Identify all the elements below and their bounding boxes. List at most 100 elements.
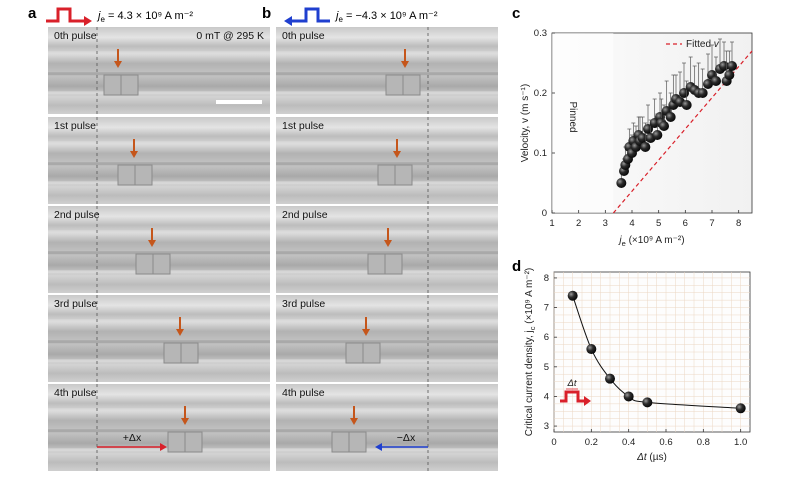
frame-a-2 [48, 206, 270, 293]
data-point [724, 70, 735, 80]
y-tick-label: 5 [544, 362, 549, 373]
pulse-label: 4th pulse [54, 387, 97, 399]
x-tick-label: 1 [549, 218, 554, 229]
data-point [665, 112, 676, 122]
y-tick-label: 0.3 [534, 28, 547, 39]
chart-c: Pinned 1 2 3 4 5 6 7 8 0 0.1 0.2 0.3 je (×10⁹ A m⁻²) V… [520, 28, 753, 248]
x-tick-label: 0.6 [659, 437, 672, 448]
x-tick-label: 0.4 [622, 437, 635, 448]
y-tick-label: 4 [544, 391, 549, 402]
domain-arrow-head-icon [362, 329, 370, 336]
y-tick-label: 8 [544, 273, 549, 284]
frame-stripe [48, 91, 270, 95]
domain-arrow-head-icon [114, 61, 122, 68]
data-point [681, 100, 692, 110]
domain-arrow-head-icon [350, 418, 358, 425]
frame-stripe [48, 359, 270, 363]
x-tick-label: 5 [656, 218, 661, 229]
frame-stripe [276, 72, 498, 76]
y-axis-label: Velocity, v (m s⁻¹) [520, 84, 531, 162]
data-point [640, 142, 651, 152]
frame-a-0 [48, 27, 270, 114]
frame-b-4 [276, 384, 498, 471]
data-point [623, 391, 634, 402]
x-tick-label: 8 [736, 218, 741, 229]
pulse-label: 4th pulse [282, 387, 325, 399]
pulse-label: 3rd pulse [54, 298, 97, 310]
frame-stripe [48, 251, 270, 255]
x-tick-label: 4 [629, 218, 634, 229]
domain-arrow-head-icon [176, 329, 184, 336]
frame-a-1 [48, 117, 270, 204]
chart-d: 0 0.2 0.4 0.6 0.8 1.0 3 4 5 6 7 8 Δt (µs) Critical cu… [524, 268, 751, 463]
displacement-arrow-head-icon [160, 443, 167, 451]
pulse-label: 1st pulse [54, 120, 96, 132]
frame-stripe [48, 162, 270, 166]
frame-stripe [276, 340, 498, 344]
domain-arrow-head-icon [148, 240, 156, 247]
data-point [642, 397, 653, 408]
x-tick-label: 1.0 [734, 437, 747, 448]
data-point [605, 373, 615, 384]
y-tick-label: 3 [544, 421, 549, 432]
x-tick-label: 3 [603, 218, 608, 229]
panel-c-label: c [512, 5, 520, 22]
panel-a-label: a [28, 5, 37, 22]
y-tick-label: 0 [542, 208, 547, 219]
panel-b-pulse-icon [284, 7, 330, 26]
frame-a-3 [48, 295, 270, 382]
frame-b-2 [276, 206, 498, 293]
domain-arrow-head-icon [401, 61, 409, 68]
pinned-label: Pinned [567, 101, 578, 132]
frame-stripe [48, 230, 270, 234]
frame-stripe [276, 251, 498, 255]
data-point [735, 403, 746, 414]
frame-stripe [276, 359, 498, 363]
frame-stripe [48, 448, 270, 452]
panel-a-current-label: je = 4.3 × 10⁹ A m⁻² [96, 10, 193, 24]
y-tick-label: 0.2 [534, 88, 547, 99]
data-point [697, 88, 708, 98]
frame-stripe [48, 141, 270, 145]
data-point [727, 61, 737, 71]
frame-stripe [48, 72, 270, 76]
x-tick-label: 0 [551, 437, 556, 448]
frame-stripe [276, 141, 498, 145]
inset-pulse-arrow-icon [584, 396, 591, 406]
data-point [652, 130, 663, 140]
frame-stripe [276, 429, 498, 433]
data-point [616, 178, 627, 188]
frame-stripe [48, 408, 270, 412]
x-tick-label: 7 [709, 218, 714, 229]
frame-stripe [276, 448, 498, 452]
displacement-arrow-head-icon [375, 443, 382, 451]
panel-b-label: b [262, 5, 271, 22]
pulse-label: 0th pulse [54, 30, 97, 42]
y-tick-label: 0.1 [534, 148, 547, 159]
pulse-label: 2nd pulse [282, 209, 328, 221]
y-axis-label: Critical current density, jc (×10⁹ A m⁻²… [524, 268, 537, 436]
domain-arrow-head-icon [384, 240, 392, 247]
frame-stripe [48, 51, 270, 55]
displacement-label: +Δx [123, 432, 142, 444]
panel-a-pulse-icon [46, 7, 92, 26]
domain-arrow-head-icon [181, 418, 189, 425]
panel-d-label: d [512, 258, 521, 275]
field-note: 0 mT @ 295 K [196, 30, 264, 42]
frame-b-1 [276, 117, 498, 204]
panel-b-current-label: je = −4.3 × 10⁹ A m⁻² [334, 10, 438, 24]
domain-arrow-head-icon [393, 151, 401, 158]
frame-stripe [48, 319, 270, 323]
data-point [703, 79, 713, 89]
data-point [567, 290, 578, 301]
data-point [711, 76, 721, 86]
data-point [659, 121, 669, 131]
pulse-label: 2nd pulse [54, 209, 100, 221]
x-tick-label: 0.8 [697, 437, 710, 448]
frame-stripe [48, 429, 270, 433]
x-tick-label: 2 [576, 218, 581, 229]
microscopy-frames: 0th pulse 1st pulse 2nd pulse 3rd pulse 4th … [48, 27, 498, 471]
y-tick-label: 7 [544, 303, 549, 314]
frame-stripe [276, 319, 498, 323]
